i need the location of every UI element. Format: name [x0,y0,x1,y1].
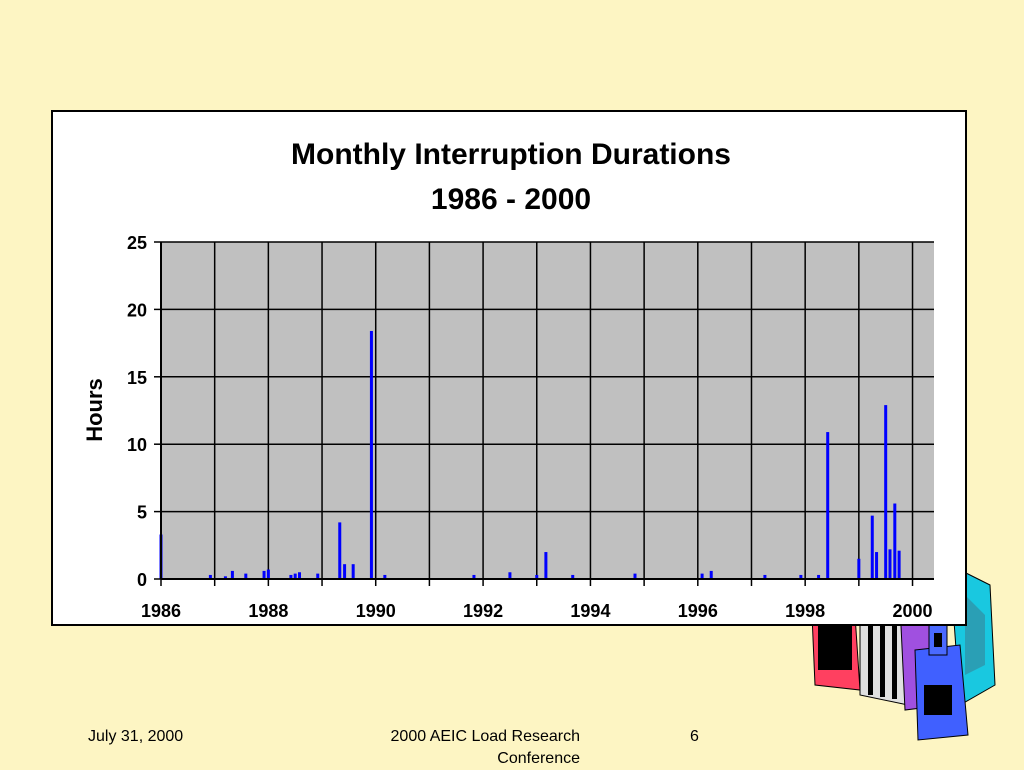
data-bar [230,570,234,579]
interruption-chart: Monthly Interruption Durations 1986 - 20… [82,138,934,621]
data-bar [763,574,767,579]
y-tick-label: 0 [137,570,147,590]
x-tick-label: 1994 [570,601,610,621]
data-bar [472,574,476,579]
data-bar [266,569,270,579]
data-bar [826,432,830,579]
x-tick-label: 1998 [785,601,825,621]
data-bar [893,503,897,579]
plot-area [161,242,934,579]
data-bar [870,515,874,579]
y-tick-label: 5 [137,503,147,523]
data-bar [343,564,347,579]
chart-title: Monthly Interruption Durations [291,138,731,171]
axes: 0 5 10 15 20 25 1986 1988 1990 1992 1994 1996 1998 20… [127,233,934,621]
gridlines [160,241,934,580]
data-bar [571,574,575,579]
y-tick-label: 10 [127,435,147,455]
data-bar [709,570,713,579]
data-bar [897,550,901,579]
data-bar [289,574,293,579]
data-bar [888,549,892,579]
data-bar [700,573,704,579]
x-tick-label: 1986 [141,601,181,621]
data-bar [875,552,879,579]
footer-date: July 31, 2000 [88,728,184,745]
data-bar [369,330,373,579]
data-bar [262,570,266,579]
chart-subtitle: 1986 - 2000 [431,183,591,216]
data-bar [338,522,342,579]
y-tick-label: 15 [127,368,147,388]
data-bar [351,564,355,579]
footer-conference: 2000 AEIC Load Research Conference [390,728,580,767]
data-bar [297,572,301,579]
x-tick-label: 1988 [248,601,288,621]
page-number: 6 [690,728,699,745]
x-tick-label: 1990 [356,601,396,621]
y-tick-label: 25 [127,233,147,253]
data-bar [535,574,539,579]
x-tick-label: 2000 [893,601,933,621]
data-bar [633,573,637,579]
data-bar [884,405,888,579]
data-bar [208,574,212,579]
data-bar [383,574,387,579]
chart-frame: Monthly Interruption Durations 1986 - 20… [51,110,967,626]
data-bar [857,558,861,579]
y-tick-label: 20 [127,300,147,320]
bars-group [159,330,901,579]
y-axis-label: Hours [82,378,107,442]
data-bar [817,574,821,579]
data-bar [508,572,512,579]
data-bar [244,573,248,579]
data-bar [293,573,297,579]
x-tick-label: 1996 [678,601,718,621]
data-bar [223,576,227,579]
x-tick-label: 1992 [463,601,503,621]
buildings-clipart [811,564,996,741]
data-bar [544,552,548,579]
data-bar [799,574,803,579]
data-bar [316,573,320,579]
